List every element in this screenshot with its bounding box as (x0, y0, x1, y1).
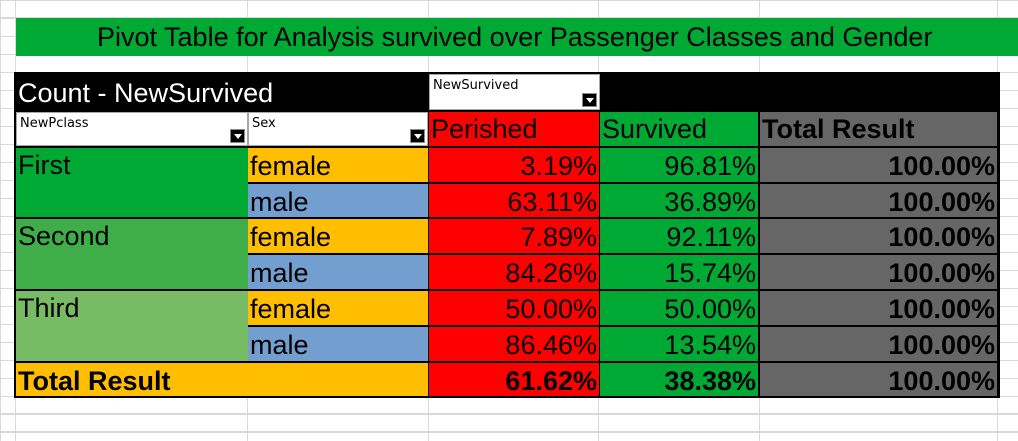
cell-sex-male: male (248, 184, 428, 217)
cell-total: 100.00% (760, 219, 997, 253)
cell-perished: 63.11% (429, 184, 599, 217)
cell-survived: 15.74% (600, 255, 758, 289)
grand-total-survived: 38.38% (600, 363, 758, 396)
cell-perished: 86.46% (429, 327, 599, 361)
chevron-down-icon[interactable] (582, 93, 597, 107)
cell-survived: 96.81% (600, 148, 758, 182)
row-field-label-sex: Sex (252, 116, 276, 131)
cell-perished: 3.19% (429, 148, 599, 182)
column-header-perished: Perished (429, 112, 599, 146)
pivot-table: Count - NewSurvived NewSurvived NewPclas… (14, 72, 1000, 398)
cell-sex-female: female (248, 219, 428, 253)
column-field-label: NewSurvived (433, 78, 519, 93)
column-field-button-newsurvived[interactable]: NewSurvived (429, 74, 600, 110)
cell-total: 100.00% (760, 327, 997, 361)
chevron-down-icon[interactable] (410, 129, 425, 143)
cell-total: 100.00% (760, 255, 997, 289)
cell-total: 100.00% (760, 148, 997, 182)
row-group-second: Second (16, 219, 248, 289)
row-field-button-newpclass[interactable]: NewPclass (16, 112, 248, 146)
grand-total-total: 100.00% (760, 363, 997, 396)
cell-total: 100.00% (760, 184, 997, 217)
cell-survived: 50.00% (600, 291, 758, 325)
row-field-label-newpclass: NewPclass (20, 116, 89, 131)
data-field-label: Count - NewSurvived (18, 78, 274, 108)
cell-total: 100.00% (760, 291, 997, 325)
grand-total-label: Total Result (16, 363, 428, 396)
cell-survived: 92.11% (600, 219, 758, 253)
cell-sex-male: male (248, 255, 428, 289)
row-group-third: Third (16, 291, 248, 361)
cell-survived: 36.89% (600, 184, 758, 217)
cell-perished: 50.00% (429, 291, 599, 325)
pivot-title: Pivot Table for Analysis survived over P… (16, 18, 1018, 56)
cell-sex-male: male (248, 327, 428, 361)
column-header-survived: Survived (600, 112, 758, 146)
row-group-first: First (16, 148, 248, 217)
cell-perished: 84.26% (429, 255, 599, 289)
grand-total-perished: 61.62% (429, 363, 599, 396)
column-header-total-result: Total Result (760, 112, 997, 146)
cell-perished: 7.89% (429, 219, 599, 253)
chevron-down-icon[interactable] (230, 129, 245, 143)
cell-sex-female: female (248, 148, 428, 182)
cell-sex-female: female (248, 291, 428, 325)
row-field-button-sex[interactable]: Sex (248, 112, 428, 146)
cell-survived: 13.54% (600, 327, 758, 361)
